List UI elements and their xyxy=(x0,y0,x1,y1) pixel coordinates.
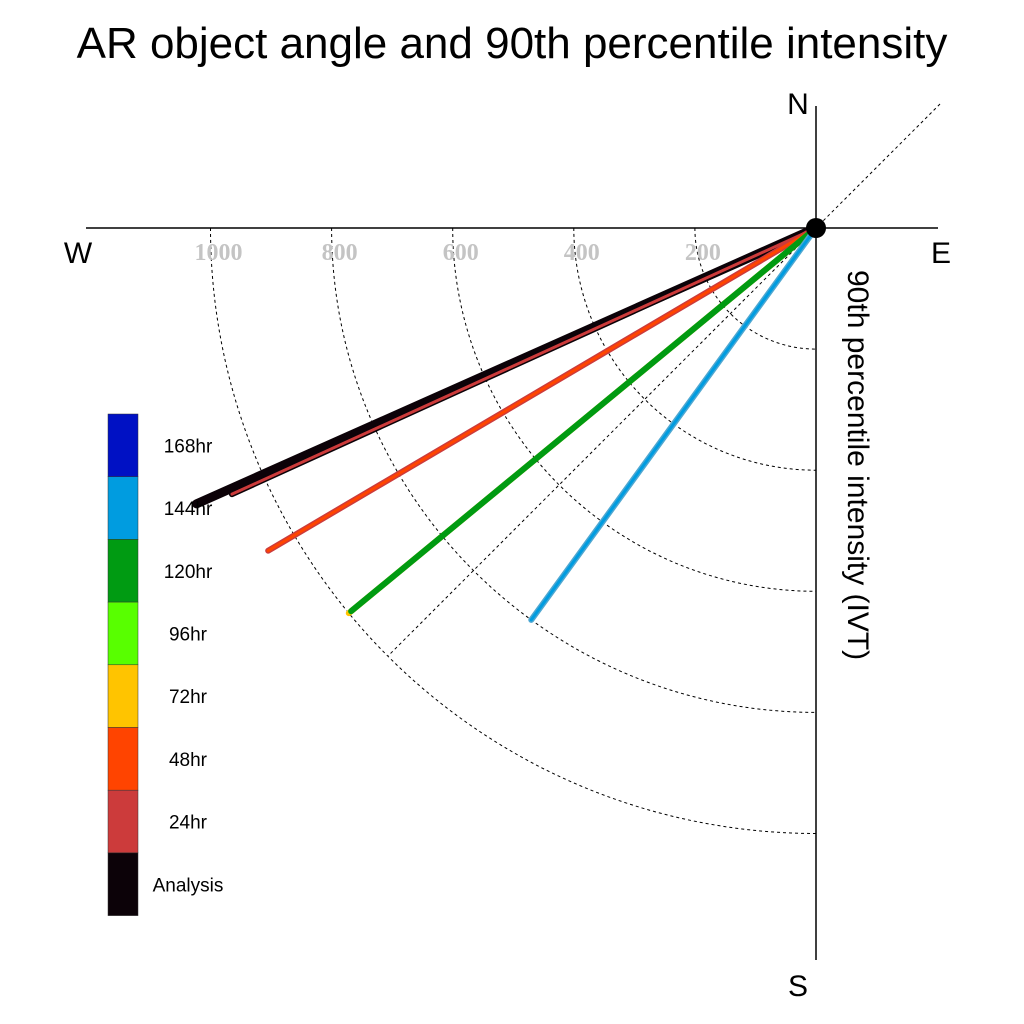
ring-800 xyxy=(331,227,817,713)
legend: 168hr 144hr 120hr 96hr 72hr 48hr 24hr Analysis xyxy=(107,413,224,916)
legend-swatch-72hr xyxy=(107,664,139,728)
legend-swatch-168hr xyxy=(107,413,139,477)
vector-144hr xyxy=(529,226,818,622)
legend-swatch-analysis xyxy=(107,852,139,916)
ring-600 xyxy=(452,227,817,592)
legend-label-72hr: 72hr xyxy=(169,687,208,708)
axes-layer xyxy=(86,103,941,960)
ring-1000 xyxy=(210,227,817,834)
compass-north: N xyxy=(787,88,809,121)
tick-label-600: 600 xyxy=(443,240,479,266)
tick-label-1000: 1000 xyxy=(195,240,243,266)
series-layer xyxy=(191,223,821,623)
origin-marker xyxy=(806,218,826,238)
legend-swatch-96hr xyxy=(107,601,139,666)
compass-south: S xyxy=(788,970,808,1003)
legend-label-144hr: 144hr xyxy=(164,499,213,520)
legend-label-96hr: 96hr xyxy=(169,624,208,645)
legend-label-120hr: 120hr xyxy=(164,562,213,583)
legend-swatch-120hr xyxy=(107,539,139,603)
legend-swatch-24hr xyxy=(107,789,139,854)
tick-label-layer: 200 400 600 800 1000 xyxy=(195,240,721,266)
compass-west: W xyxy=(64,237,93,270)
tick-label-800: 800 xyxy=(322,240,358,266)
vector-24hr xyxy=(230,226,818,496)
legend-swatch-144hr xyxy=(107,476,139,540)
legend-label-analysis: Analysis xyxy=(153,875,224,896)
radial-axis-label: 90th percentile intensity (IVT) xyxy=(841,270,874,660)
diagonal-guide xyxy=(387,103,941,657)
legend-label-48hr: 48hr xyxy=(169,750,208,771)
legend-label-24hr: 24hr xyxy=(169,813,208,834)
vector-48hr xyxy=(266,226,818,553)
ring-400 xyxy=(573,227,817,471)
tick-label-400: 400 xyxy=(564,240,600,266)
tick-label-200: 200 xyxy=(685,240,721,266)
grid-layer xyxy=(210,227,817,834)
compass-east: E xyxy=(931,237,951,270)
vector-120hr xyxy=(349,226,818,613)
legend-label-168hr: 168hr xyxy=(164,436,213,457)
ring-200 xyxy=(694,227,817,350)
chart-title: AR object angle and 90th percentile inte… xyxy=(77,19,948,68)
legend-swatch-48hr xyxy=(107,727,139,791)
